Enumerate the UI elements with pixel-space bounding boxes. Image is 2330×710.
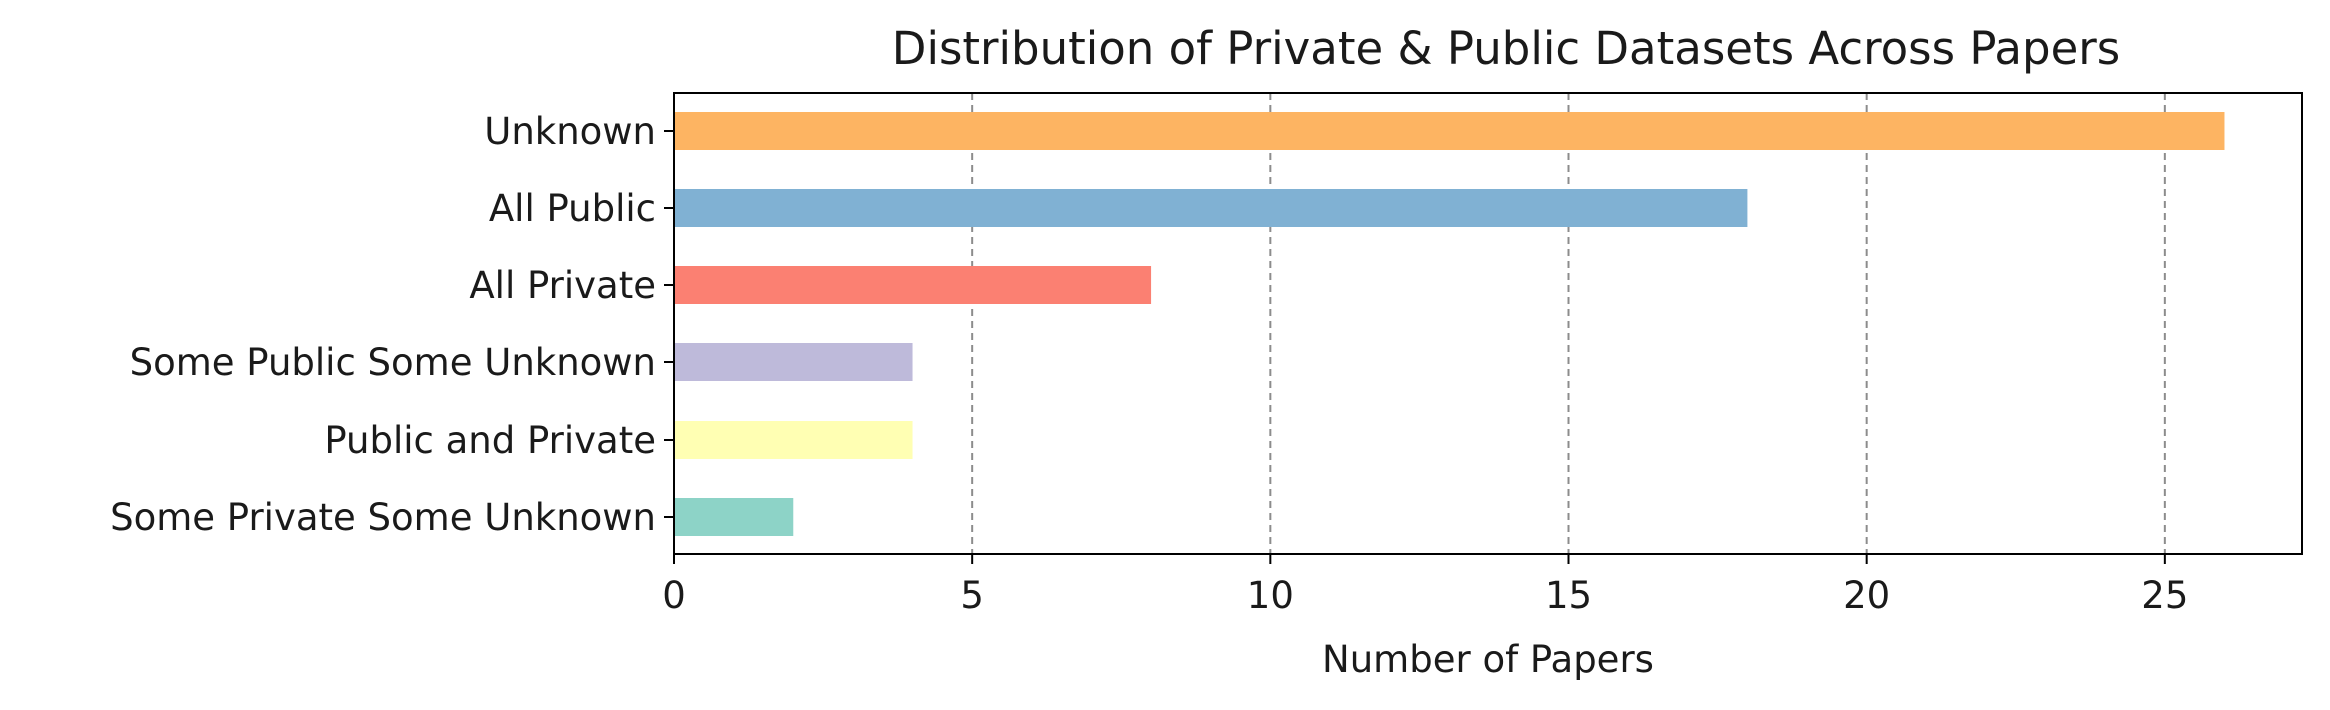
x-tick-label-2: 10	[1247, 574, 1294, 617]
x-tick-label-4: 20	[1843, 574, 1890, 617]
plot-frame	[673, 92, 2303, 555]
y-axis-ticks: Unknown All Public All Private Some Public …	[110, 110, 674, 539]
x-tick-label-3: 15	[1545, 574, 1592, 617]
bar-4	[674, 421, 913, 459]
bar-5	[674, 498, 794, 536]
chart-title: Distribution of Private & Public Dataset…	[892, 22, 2120, 75]
y-tick-label-4: Public and Private	[324, 419, 656, 462]
y-tick-label-5: Some Private Some Unknown	[110, 496, 656, 539]
bar-1	[674, 189, 1748, 227]
bar-3	[674, 343, 913, 381]
y-tick-label-3: Some Public Some Unknown	[130, 341, 656, 384]
x-tick-label-1: 5	[960, 574, 984, 617]
y-tick-label-2: All Private	[469, 264, 656, 307]
bar-2	[674, 266, 1152, 304]
bars	[674, 112, 2225, 536]
gridlines	[971, 93, 2166, 554]
y-tick-label-1: All Public	[489, 187, 656, 230]
x-axis-ticks: 0 5 10 15 20 25	[662, 554, 2188, 617]
bar-0	[674, 112, 2225, 150]
x-axis-title: Number of Papers	[1322, 638, 1654, 681]
y-tick-label-0: Unknown	[484, 110, 656, 153]
x-tick-label-5: 25	[2141, 574, 2188, 617]
x-tick-label-0: 0	[662, 574, 686, 617]
